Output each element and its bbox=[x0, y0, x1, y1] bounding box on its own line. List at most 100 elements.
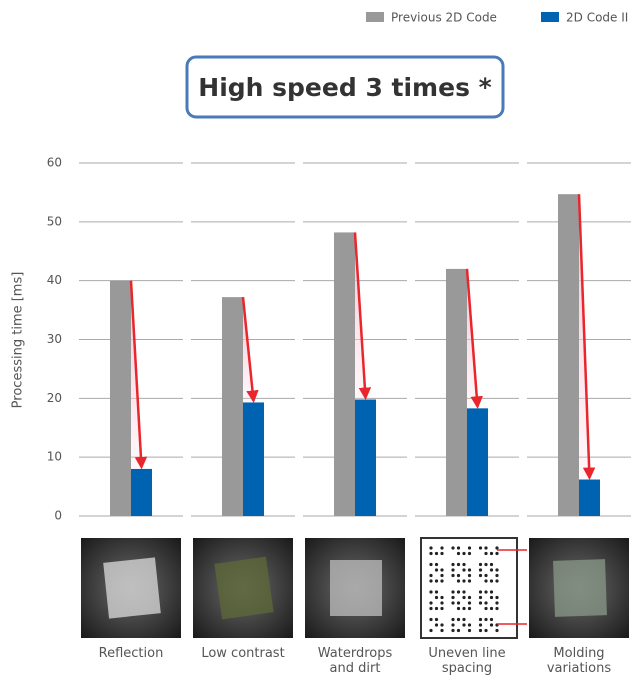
y-tick-label: 40 bbox=[47, 273, 62, 287]
code-dot bbox=[440, 551, 444, 556]
code-dot bbox=[489, 579, 494, 583]
code-dot bbox=[456, 601, 461, 605]
code-dot bbox=[456, 551, 461, 556]
bar bbox=[558, 194, 579, 516]
code-dot bbox=[440, 606, 444, 611]
code-dot bbox=[495, 573, 499, 578]
y-tick-label: 0 bbox=[54, 509, 62, 523]
code-dot bbox=[434, 595, 439, 600]
chart-title: High speed 3 times * bbox=[198, 73, 491, 102]
code-dot bbox=[462, 606, 466, 611]
code-dot bbox=[489, 590, 494, 594]
code-dot bbox=[429, 551, 433, 556]
code-dot bbox=[462, 551, 466, 556]
bar bbox=[355, 399, 376, 516]
x-tick-label: Uneven line spacing bbox=[428, 646, 506, 676]
code-dot bbox=[462, 590, 466, 594]
code-dot bbox=[456, 590, 461, 594]
y-axis-label: Processing time [ms] bbox=[11, 272, 26, 409]
bar bbox=[579, 479, 600, 516]
code-dot bbox=[495, 601, 499, 605]
x-tick-label: Waterdrops and dirt bbox=[317, 646, 393, 676]
code-dot bbox=[429, 601, 433, 605]
code-dot bbox=[462, 623, 466, 627]
legend-label: Previous 2D Code bbox=[391, 11, 497, 25]
code-dot bbox=[429, 606, 433, 611]
code-dot bbox=[462, 617, 466, 622]
code-square bbox=[330, 560, 382, 616]
code-dot bbox=[434, 568, 439, 572]
code-dot bbox=[484, 573, 488, 578]
code-dot bbox=[478, 562, 483, 567]
code-dot bbox=[478, 590, 483, 594]
code-dot bbox=[451, 562, 455, 567]
y-tick-label: 60 bbox=[47, 156, 62, 170]
code-dot bbox=[456, 606, 461, 611]
code-dot bbox=[440, 601, 444, 605]
code-dot bbox=[478, 623, 483, 627]
code-dot bbox=[429, 617, 433, 622]
code-dot bbox=[462, 595, 466, 600]
code-dot bbox=[478, 595, 483, 600]
code-dot bbox=[429, 546, 433, 550]
code-dot bbox=[429, 573, 433, 578]
title-box bbox=[185, 55, 505, 119]
code-dot bbox=[484, 562, 488, 567]
code-dot bbox=[440, 546, 444, 550]
bar bbox=[334, 232, 355, 516]
code-dot bbox=[467, 579, 472, 583]
y-tick-label: 30 bbox=[47, 332, 62, 346]
code-dot bbox=[489, 551, 494, 556]
code-dot bbox=[495, 606, 499, 611]
code-dot bbox=[484, 601, 488, 605]
code-dot bbox=[467, 628, 472, 633]
code-dot bbox=[484, 628, 488, 633]
code-dot bbox=[495, 568, 499, 572]
code-dot bbox=[434, 579, 439, 583]
code-dot bbox=[440, 568, 444, 572]
reduction-arrow bbox=[353, 232, 372, 401]
code-dot bbox=[456, 617, 461, 622]
code-dot bbox=[467, 606, 472, 611]
code-square bbox=[214, 556, 274, 620]
code-dot bbox=[495, 595, 499, 600]
code-dot bbox=[462, 579, 466, 583]
bar bbox=[467, 408, 488, 516]
code-dot bbox=[489, 562, 494, 567]
code-dot bbox=[467, 623, 472, 627]
code-dot bbox=[456, 562, 461, 567]
code-dot bbox=[489, 617, 494, 622]
code-dot bbox=[478, 568, 483, 572]
code-dot bbox=[451, 601, 455, 605]
code-dot bbox=[429, 590, 433, 594]
legend-label: 2D Code II bbox=[566, 11, 628, 25]
code-dot bbox=[484, 551, 488, 556]
code-dot bbox=[451, 568, 455, 572]
code-dot bbox=[440, 579, 444, 583]
reduction-arrow bbox=[129, 280, 148, 470]
legend-swatch bbox=[541, 12, 559, 22]
code-dot bbox=[456, 579, 461, 583]
code-dot bbox=[489, 568, 494, 572]
code-dot bbox=[484, 579, 488, 583]
x-tick-label: Molding variations bbox=[546, 646, 612, 676]
code-dot bbox=[489, 606, 494, 611]
bar bbox=[222, 297, 243, 516]
reduction-arrow bbox=[577, 194, 596, 481]
code-dot bbox=[478, 628, 483, 633]
code-dot bbox=[434, 551, 439, 556]
code-dot bbox=[484, 617, 488, 622]
code-dot bbox=[440, 595, 444, 600]
code-dot bbox=[451, 573, 455, 578]
x-tick-label: Low contrast bbox=[201, 646, 285, 661]
code-dot bbox=[451, 617, 455, 622]
reduction-arrow bbox=[241, 297, 259, 403]
code-dot bbox=[484, 606, 488, 611]
code-dot bbox=[429, 628, 433, 633]
legend-swatch bbox=[366, 12, 384, 22]
code-dot bbox=[456, 628, 461, 633]
code-dot bbox=[467, 573, 472, 578]
code-dot bbox=[467, 601, 472, 605]
code-dot bbox=[434, 562, 439, 567]
